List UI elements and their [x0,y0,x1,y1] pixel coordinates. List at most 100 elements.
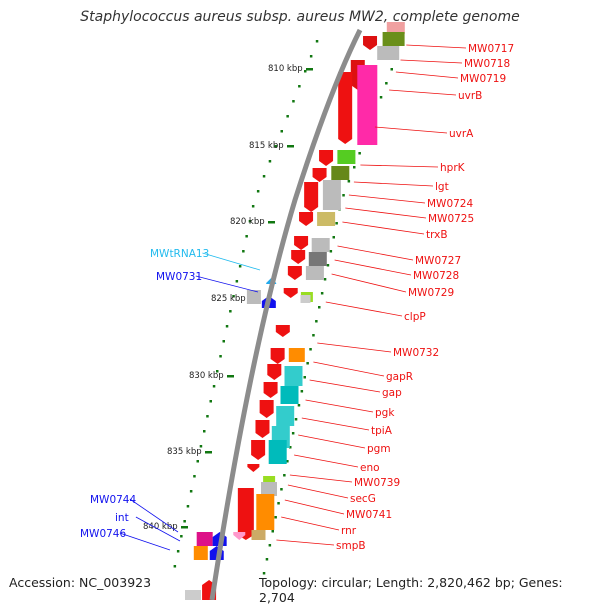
label-leader [389,89,457,96]
kbp-label: 835 kbp [167,447,202,457]
gc-tick [342,194,345,197]
gene-feature[interactable] [357,65,378,145]
gene-feature[interactable] [305,266,324,280]
gene-label[interactable]: pgk [375,407,395,419]
map-title: Staphylococcus aureus subsp. aureus MW2,… [80,9,520,25]
label-leader [395,71,459,79]
gc-tick [196,460,199,463]
gene-feature[interactable] [263,476,276,482]
gc-tick [271,530,274,533]
gene-feature[interactable] [276,406,295,426]
gene-feature[interactable] [256,494,275,530]
gene-feature[interactable] [270,348,285,364]
kbp-label: 820 kbp [230,217,265,227]
gene-feature[interactable] [263,382,278,398]
gene-feature[interactable] [255,420,270,438]
gene-feature[interactable] [338,72,353,144]
gene-label[interactable]: pgm [367,443,391,455]
gene-label[interactable]: MWtRNA13 [150,248,209,260]
gc-tick [289,446,292,449]
gene-label[interactable]: rnr [341,525,357,537]
gene-feature[interactable] [267,364,282,380]
gene-feature[interactable] [322,180,341,210]
gene-label[interactable]: MW0731 [156,271,202,283]
gene-feature[interactable] [300,295,311,303]
label-leader [406,44,467,49]
gene-feature[interactable] [311,238,330,252]
gene-feature[interactable] [251,530,266,540]
gene-label[interactable]: lgt [435,181,449,193]
gene-label[interactable]: int [115,512,129,524]
label-leader [334,259,412,276]
gene-label[interactable]: smpB [336,540,366,552]
gene-label[interactable]: MW0717 [468,43,514,55]
gene-label[interactable]: eno [360,462,380,474]
gene-feature[interactable] [288,348,305,362]
gene-label[interactable]: MW0732 [393,347,439,359]
gene-label[interactable]: gap [382,387,402,399]
gene-feature[interactable] [280,386,299,404]
gene-feature[interactable] [233,532,246,540]
gene-label[interactable]: uvrA [449,128,474,140]
gene-label[interactable]: tpiA [371,425,393,437]
gene-feature[interactable] [287,266,302,280]
gene-feature[interactable] [196,532,213,546]
gene-feature[interactable] [308,252,327,266]
gene-feature[interactable] [377,46,400,60]
kbp-tick [205,451,212,454]
gene-feature[interactable] [331,166,350,180]
gene-label[interactable]: clpP [404,311,426,323]
gene-feature[interactable] [291,250,306,264]
gc-tick [189,490,193,493]
gene-feature[interactable] [251,440,266,460]
gc-tick [335,222,338,225]
gene-feature[interactable] [317,212,336,226]
gene-feature[interactable] [304,182,319,212]
gene-feature[interactable] [268,440,287,464]
gene-feature[interactable] [337,150,356,164]
gene-feature[interactable] [299,212,314,226]
gene-feature[interactable] [247,464,260,472]
gene-feature[interactable] [386,22,405,34]
gc-tick [235,280,239,283]
gene-feature[interactable] [193,546,208,560]
gene-feature[interactable] [319,150,334,166]
gene-label[interactable]: MW0739 [354,477,400,489]
gene-feature[interactable] [312,168,327,182]
gene-label[interactable]: gapR [386,371,413,383]
gene-feature[interactable] [363,36,378,50]
gene-feature[interactable] [246,290,261,304]
gene-feature[interactable] [294,236,309,250]
gene-feature[interactable] [185,590,201,600]
gene-feature[interactable] [261,482,277,496]
gc-tick [300,390,304,393]
gene-label[interactable]: MW0741 [346,509,392,521]
gene-label[interactable]: MW0744 [90,494,136,506]
gene-label[interactable]: hprK [440,162,466,174]
label-leader [202,252,261,271]
gc-tick [347,180,351,183]
gene-feature[interactable] [237,488,254,540]
gene-feature[interactable] [275,325,290,337]
gene-label[interactable]: MW0746 [80,528,126,540]
gene-label[interactable]: trxB [426,229,448,241]
gene-feature[interactable] [283,288,298,298]
gene-feature[interactable] [382,32,405,46]
gene-label[interactable]: secG [350,493,376,505]
gc-tick [292,100,295,103]
label-leader [337,245,414,261]
gene-label[interactable]: MW0725 [428,213,474,225]
gene-label[interactable]: MW0719 [460,73,506,85]
gene-label[interactable]: MW0727 [415,255,461,267]
gene-feature[interactable] [284,366,303,386]
gc-tick [303,376,306,379]
label-leader [374,126,448,134]
gene-label[interactable]: MW0718 [464,58,510,70]
gene-label[interactable]: uvrB [458,90,482,102]
gene-label[interactable]: MW0729 [408,287,454,299]
gene-label[interactable]: MW0724 [427,198,473,210]
gene-label[interactable]: MW0728 [413,270,459,282]
gene-feature[interactable] [259,400,274,418]
label-leader [400,59,463,64]
